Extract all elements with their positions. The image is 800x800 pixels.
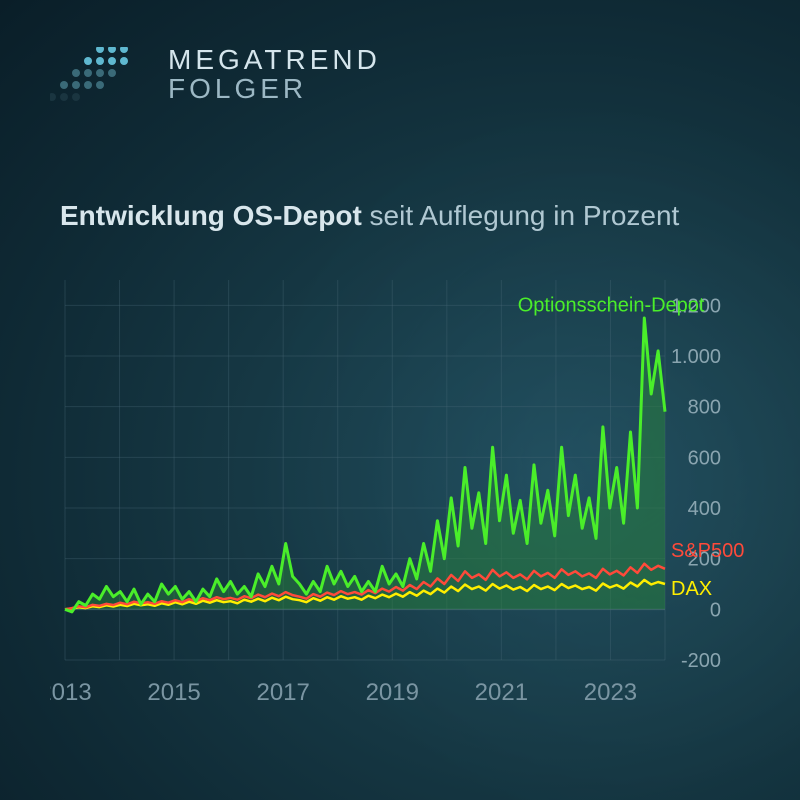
chart-title-light: seit Auflegung in Prozent — [362, 200, 680, 231]
svg-text:S&P500: S&P500 — [671, 540, 744, 562]
logo-line-1: MEGATREND — [168, 45, 381, 74]
svg-text:800: 800 — [688, 397, 721, 419]
svg-text:Optionsschein-Depot: Optionsschein-Depot — [518, 294, 705, 316]
logo-line-2: FOLGER — [168, 74, 381, 103]
svg-text:600: 600 — [688, 447, 721, 469]
chart-container: -20002004006008001.0001.2002013201520172… — [50, 260, 750, 720]
svg-text:2017: 2017 — [256, 679, 309, 706]
svg-text:2013: 2013 — [50, 679, 92, 706]
svg-text:2015: 2015 — [147, 679, 200, 706]
svg-text:-200: -200 — [681, 650, 721, 672]
logo-dots-icon — [50, 47, 150, 101]
brand-logo: MEGATREND FOLGER — [50, 45, 381, 104]
chart-title: Entwicklung OS-Depot seit Auflegung in P… — [60, 200, 679, 232]
chart-title-bold: Entwicklung OS-Depot — [60, 200, 362, 231]
svg-text:2021: 2021 — [475, 679, 528, 706]
svg-text:DAX: DAX — [671, 578, 712, 600]
svg-text:1.000: 1.000 — [671, 346, 721, 368]
svg-text:2019: 2019 — [366, 679, 419, 706]
svg-text:0: 0 — [710, 599, 721, 621]
svg-text:2023: 2023 — [584, 679, 637, 706]
svg-text:400: 400 — [688, 498, 721, 520]
performance-chart: -20002004006008001.0001.2002013201520172… — [50, 260, 750, 720]
logo-text: MEGATREND FOLGER — [168, 45, 381, 104]
